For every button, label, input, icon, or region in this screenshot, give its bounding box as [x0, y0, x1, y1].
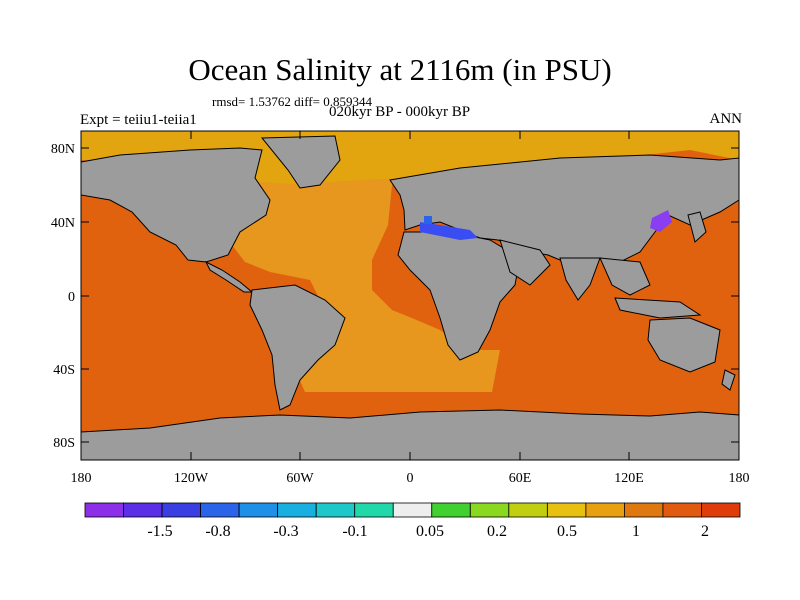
x-tick-label: 0 [407, 471, 414, 486]
new-zealand [721, 369, 736, 391]
colorbar-box [84, 502, 124, 518]
southeast-asia [599, 257, 651, 296]
colorbar-label: 2 [701, 523, 709, 540]
colorbar-box [315, 502, 356, 518]
x-axis-labels: 180 120W 60W 0 60E 120E 180 [71, 471, 750, 486]
season-label: ANN [709, 111, 743, 127]
x-tick-label: 180 [729, 471, 750, 486]
y-tick-label: 80S [53, 436, 75, 451]
map-title: Ocean Salinity at 2116m (in PSU) [188, 52, 612, 87]
colorbar-label: 1 [632, 523, 640, 540]
iberian-basin [424, 216, 432, 224]
colorbar-box [161, 502, 201, 518]
japan-sea [650, 210, 672, 232]
x-tick-label: 180 [71, 471, 92, 486]
south-america [249, 284, 346, 411]
atlantic-ocean [228, 138, 500, 392]
colorbar-box [701, 502, 741, 518]
indonesia [614, 297, 702, 319]
colorbar-box [585, 502, 625, 518]
colorbar-box [123, 502, 163, 518]
colorbar-box [238, 502, 279, 518]
india [559, 257, 601, 301]
x-tick-label: 120W [174, 471, 209, 486]
mediterranean-sea [420, 222, 478, 240]
colorbar-box [354, 502, 394, 518]
colorbar [84, 502, 741, 518]
colorbar-box [662, 502, 702, 518]
colorbar-label: -0.1 [342, 523, 367, 540]
colorbar-label: -0.3 [273, 523, 298, 540]
north-america [80, 147, 271, 263]
y-tick-label: 40N [51, 216, 75, 231]
y-tick-label: 0 [68, 290, 75, 305]
greenland [260, 135, 341, 189]
colorbar-box [624, 502, 664, 518]
colorbar-label: -0.8 [205, 523, 230, 540]
central-america [204, 260, 254, 293]
colorbar-labels: -1.5 -0.8 -0.3 -0.1 0.05 0.2 0.5 1 2 [147, 523, 709, 540]
x-tick-label: 60W [286, 471, 314, 486]
experiment-label: Expt = teiiu1-teiia1 [80, 112, 197, 128]
colorbar-label: 0.5 [557, 523, 577, 540]
stats-label: rmsd= 1.53762 diff= 0.859344 [212, 94, 372, 109]
colorbar-box [277, 502, 317, 518]
y-axis-ticks [81, 147, 739, 443]
colorbar-box [431, 502, 471, 518]
y-axis-labels: 80N 40N 0 40S 80S [51, 142, 75, 451]
y-tick-label: 40S [53, 363, 75, 378]
x-tick-label: 120E [614, 471, 644, 486]
landmasses [80, 135, 740, 461]
x-tick-label: 60E [509, 471, 532, 486]
africa [397, 231, 521, 361]
colorbar-label: 0.2 [487, 523, 507, 540]
colorbar-box [392, 502, 433, 518]
y-tick-label: 80N [51, 142, 75, 157]
japan [687, 211, 707, 243]
colorbar-box [469, 502, 510, 518]
colorbar-box [546, 502, 587, 518]
colorbar-box [200, 502, 240, 518]
arabia [499, 239, 551, 286]
colorbar-box [508, 502, 548, 518]
colorbar-label: -1.5 [147, 523, 172, 540]
period-label: 020kyr BP - 000kyr BP [329, 104, 471, 120]
colorbar-label: 0.05 [416, 523, 444, 540]
australia [647, 317, 721, 373]
x-axis-ticks [190, 131, 630, 460]
